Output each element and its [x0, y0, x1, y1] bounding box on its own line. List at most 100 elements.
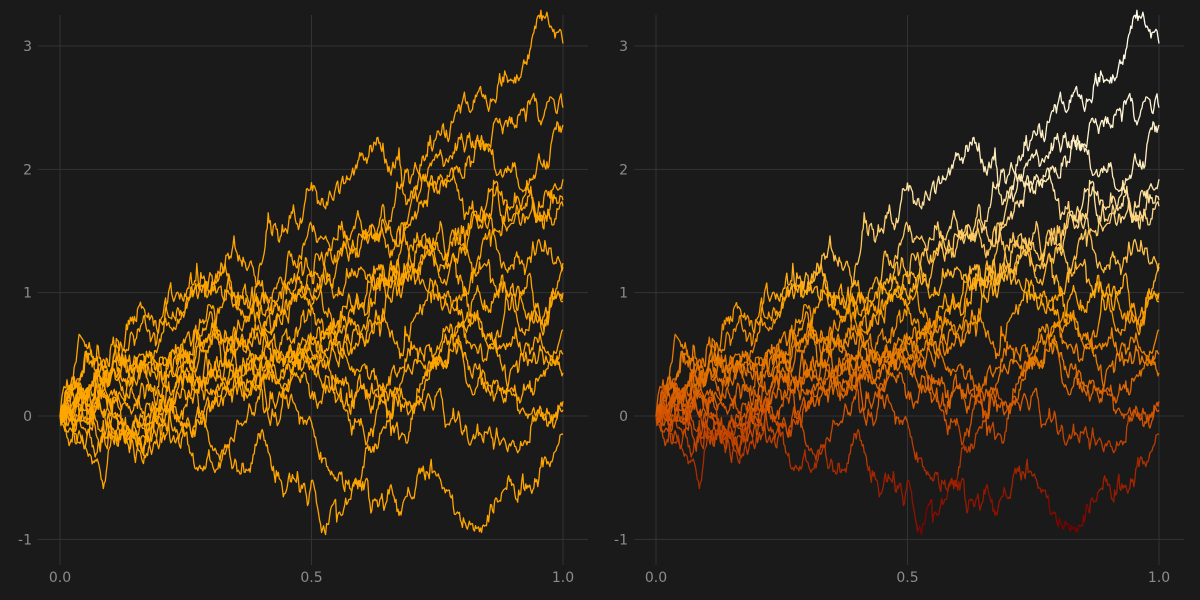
series-segment	[655, 404, 667, 424]
series-segment	[1037, 155, 1049, 168]
series-segment	[947, 293, 959, 315]
series-segment	[1097, 281, 1110, 300]
series-segment	[926, 374, 938, 403]
series-segment	[1077, 187, 1090, 228]
series-segment	[675, 382, 687, 415]
series-segment	[896, 221, 909, 260]
series-segment	[1048, 335, 1060, 355]
series-segment	[997, 321, 1009, 357]
series-segment	[816, 437, 828, 455]
series-segment	[856, 322, 868, 348]
series-segment	[876, 328, 888, 345]
series-segment	[1138, 291, 1150, 320]
series-segment	[886, 285, 899, 305]
series-segment	[947, 417, 959, 436]
series-segment	[906, 326, 919, 342]
series-segment	[866, 276, 878, 314]
series-segment	[776, 373, 788, 389]
series-segment	[886, 274, 898, 300]
series-segment	[846, 322, 858, 348]
series-segment	[967, 274, 979, 307]
series-segment	[816, 443, 828, 463]
series-segment	[907, 345, 919, 364]
series-segment	[665, 411, 677, 445]
series-segment	[926, 180, 939, 201]
series-segment	[746, 338, 758, 364]
y-tick-label: -1	[18, 532, 32, 548]
series-segment	[1017, 238, 1029, 253]
series-segment	[725, 359, 738, 374]
series-segment	[867, 333, 878, 356]
series-segment	[1138, 356, 1150, 377]
series-segment	[1128, 204, 1140, 223]
series-group	[655, 9, 1160, 536]
series-segment	[947, 336, 958, 354]
series-segment	[826, 365, 838, 392]
series-segment	[937, 173, 949, 185]
series-line	[655, 376, 1160, 536]
series-segment	[1047, 173, 1059, 202]
series-segment	[736, 353, 748, 377]
series-segment	[1047, 494, 1060, 528]
series-segment	[1098, 162, 1110, 178]
series-segment	[916, 347, 929, 368]
series-segment	[1097, 388, 1109, 404]
series-segment	[1007, 467, 1019, 500]
series-segment	[947, 210, 959, 233]
series-segment	[745, 421, 758, 439]
series-segment	[715, 333, 728, 354]
series-segment	[1118, 272, 1130, 295]
series-segment	[1098, 475, 1110, 492]
series-segment	[917, 321, 929, 340]
series-segment	[756, 356, 768, 368]
series-segment	[796, 410, 808, 448]
series-segment	[786, 262, 798, 291]
series-segment	[1027, 387, 1039, 411]
series-line	[59, 311, 564, 444]
series-segment	[907, 252, 919, 277]
series-segment	[745, 435, 758, 456]
series-segment	[786, 335, 798, 372]
series-segment	[816, 385, 828, 398]
series-segment	[1087, 149, 1100, 178]
series-segment	[977, 369, 989, 397]
series-segment	[1077, 426, 1089, 444]
series-segment	[836, 295, 848, 309]
series-segment	[977, 142, 989, 176]
series-segment	[836, 332, 848, 351]
series-segment	[796, 303, 808, 325]
series-segment	[1057, 314, 1069, 334]
series-segment	[1017, 343, 1029, 362]
series-segment	[1087, 427, 1100, 450]
series-segment	[906, 224, 919, 243]
series-segment	[1067, 311, 1080, 337]
series-segment	[1047, 407, 1060, 436]
series-segment	[876, 250, 888, 286]
series-segment	[1108, 161, 1120, 193]
series-segment	[947, 384, 958, 408]
series-segment	[997, 363, 1009, 375]
series-segment	[1148, 201, 1160, 226]
series-segment	[1118, 351, 1130, 367]
series-segment	[735, 314, 748, 342]
series-segment	[1128, 344, 1140, 365]
series-segment	[796, 342, 808, 378]
series-segment	[997, 486, 1009, 509]
series-segment	[695, 445, 707, 490]
series-segment	[1097, 116, 1110, 134]
series-segment	[746, 370, 757, 397]
series-segment	[957, 224, 969, 238]
y-tick-label: 3	[619, 39, 628, 55]
series-segment	[1037, 297, 1049, 315]
series-line	[59, 258, 564, 442]
series-segment	[806, 383, 818, 396]
series-segment	[1128, 409, 1140, 423]
series-segment	[937, 240, 949, 262]
series-segment	[916, 293, 929, 319]
series-segment	[1017, 278, 1029, 304]
series-segment	[1128, 332, 1140, 350]
series-segment	[665, 411, 677, 426]
series-segment	[997, 185, 1009, 206]
series-segment	[766, 420, 778, 441]
series-segment	[1027, 220, 1039, 247]
